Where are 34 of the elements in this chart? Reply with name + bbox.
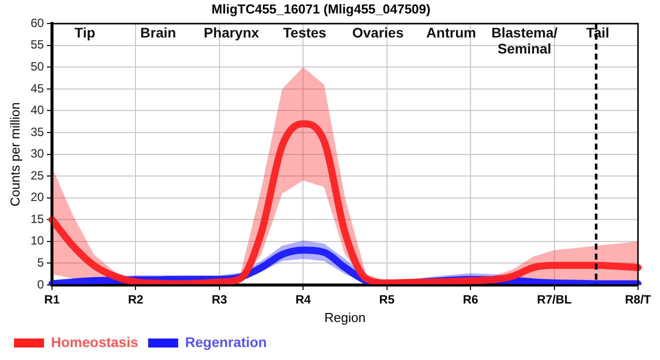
y-tick-label: 40 [30,103,44,118]
y-tick-label: 15 [30,212,44,226]
annotation: Antrum [426,24,476,40]
y-axis-title: Counts per million [7,102,22,206]
annotation: Pharynx [204,24,260,40]
y-tick-label: 60 [30,16,44,30]
x-tick-label: R5 [379,292,395,307]
y-tick-label: 20 [30,190,44,204]
x-axis-title: Region [324,310,366,325]
annotation: Brain [140,24,176,40]
x-tick-label: R3 [212,292,228,307]
y-tick-label: 35 [30,124,44,139]
y-tick-label: 5 [37,256,44,270]
y-tick-label: 50 [30,59,44,74]
y-tick-label: 55 [30,38,44,52]
annotation: Blastema/ Seminal [491,24,558,56]
y-tick-label: 10 [30,234,44,248]
chart-title: MligTC455_16071 (Mlig455_047509) [212,1,430,16]
x-tick-label: R8/T [624,292,652,307]
y-tick-label: 30 [30,146,44,161]
annotation: Testes [283,24,327,40]
y-tick-label: 0 [37,277,44,292]
x-tick-label: R2 [128,292,144,307]
y-tick-label: 45 [30,81,44,96]
legend-label: Regenration [185,334,267,350]
legend-label: Homeostasis [51,334,138,350]
x-tick-label: R4 [295,292,312,307]
x-tick-label: R7/BL [536,292,572,307]
annotation: Tail [586,24,610,40]
annotation: Ovaries [352,24,404,40]
x-tick-label: R6 [462,292,479,307]
x-tick-label: R1 [44,292,60,307]
annotation: Tip [74,24,96,40]
y-tick-label: 25 [30,168,44,182]
